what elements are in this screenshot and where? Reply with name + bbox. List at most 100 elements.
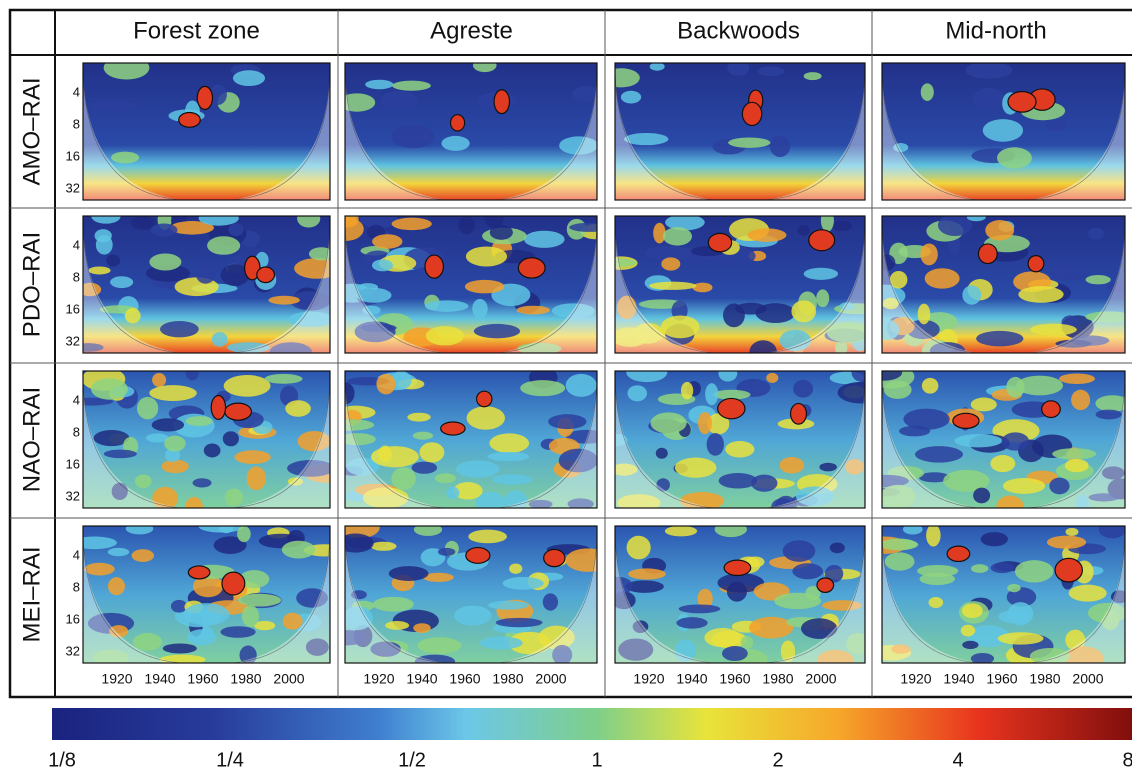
significant-region [477,391,492,407]
x-tick-label: 1960 [719,671,750,687]
y-tick-label: 4 [73,84,80,99]
power-blob [1016,376,1063,396]
power-blob [480,636,523,649]
power-blob [1030,324,1077,336]
x-tick-label: 1940 [943,671,974,687]
colorbar [52,708,1132,740]
power-blob [881,539,917,551]
panel-body [862,520,1128,670]
power-blob [915,446,963,462]
power-blob [938,214,972,236]
wavelet-panel [331,516,611,668]
power-blob [675,458,717,478]
power-blob [884,381,912,399]
row-header: AMO–RAI [18,77,45,185]
significant-region [225,403,252,420]
power-blob [524,231,565,248]
significant-region [211,395,225,419]
power-blob [90,100,136,111]
wavelet-panel [326,367,607,513]
power-blob [783,540,816,562]
panel-body [599,209,879,364]
power-blob [797,225,810,236]
power-blob [661,257,680,270]
power-blob [88,266,110,274]
power-blob [237,526,251,542]
significant-region [953,413,979,428]
wavelet-panel [72,520,346,665]
power-blob [425,300,468,311]
power-blob [566,374,597,397]
power-blob [212,332,228,346]
power-blob [108,548,130,556]
power-blob [1069,585,1107,602]
power-blob [417,637,461,654]
power-blob [473,58,497,72]
power-blob [413,623,431,633]
colorbar-label: 8 [1122,749,1132,771]
power-blob [981,532,1008,546]
power-blob [426,326,464,345]
wavelet-panel [83,56,330,202]
power-blob [467,406,505,430]
significant-region [708,233,731,251]
colorbar-label: 1/4 [216,749,244,771]
power-blob [793,380,813,398]
power-blob [283,613,303,630]
power-blob [792,563,823,579]
power-blob [990,455,1015,472]
power-blob [488,601,529,610]
power-blob [419,442,444,462]
power-blob [1096,410,1122,420]
panel-body [329,205,611,355]
power-blob [376,374,395,395]
power-blob [649,282,697,290]
power-blob [282,541,316,559]
power-blob [152,418,185,431]
wavelet-panel [599,209,879,364]
power-blob [962,603,983,618]
power-blob [627,536,651,560]
power-blob [903,409,949,430]
power-blob [830,542,845,553]
power-blob [965,62,1012,79]
x-tick-label: 2000 [805,671,836,687]
power-blob [967,213,986,222]
power-blob [651,412,687,433]
power-blob [961,625,975,637]
power-blob [235,450,271,464]
power-blob [492,474,532,484]
power-blob [749,617,793,639]
wavelet-panel [329,205,611,355]
power-blob [758,66,785,76]
power-blob [1099,520,1126,538]
power-blob [339,93,376,111]
y-tick-label: 8 [73,424,80,439]
power-blob [543,593,558,610]
colorbar-label: 1/2 [398,749,426,771]
power-blob [1065,528,1078,536]
power-blob [204,443,221,457]
significant-region [197,86,212,109]
power-blob [365,80,393,89]
power-blob [466,246,507,266]
power-blob [602,68,639,87]
power-blob [851,363,872,382]
panel-body [339,58,600,202]
x-tick-label: 1920 [101,671,132,687]
power-blob [998,610,1029,623]
power-blob [196,263,216,283]
power-blob [135,475,152,489]
power-blob [487,452,529,461]
column-header: Agreste [430,17,513,44]
wavelet-panel [603,521,869,670]
significant-region [425,255,443,278]
panel-body [326,367,607,513]
power-blob [832,221,852,231]
power-blob [297,210,320,228]
panel-body [864,213,1132,363]
power-blob [95,229,112,242]
power-blob [653,223,666,244]
power-blob [185,497,203,516]
wavelet-panel [882,62,1125,202]
